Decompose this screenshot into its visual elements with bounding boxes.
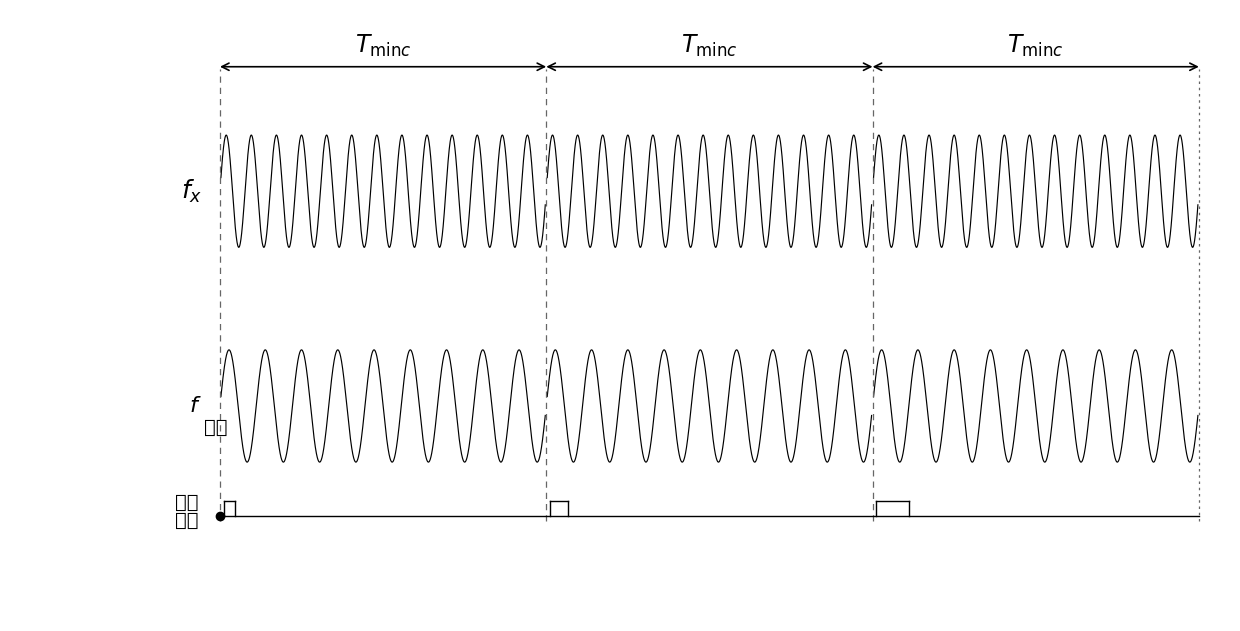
Text: $T_{\mathrm{min}c}$: $T_{\mathrm{min}c}$	[355, 33, 412, 59]
Text: $T_{\mathrm{min}c}$: $T_{\mathrm{min}c}$	[681, 33, 738, 59]
Text: $f$: $f$	[190, 395, 202, 417]
Text: $T_{\mathrm{min}c}$: $T_{\mathrm{min}c}$	[1007, 33, 1064, 59]
Text: 参考: 参考	[203, 418, 227, 437]
Text: 监相: 监相	[175, 493, 198, 512]
Text: $f_x$: $f_x$	[181, 177, 202, 205]
Text: 结果: 结果	[175, 511, 198, 530]
